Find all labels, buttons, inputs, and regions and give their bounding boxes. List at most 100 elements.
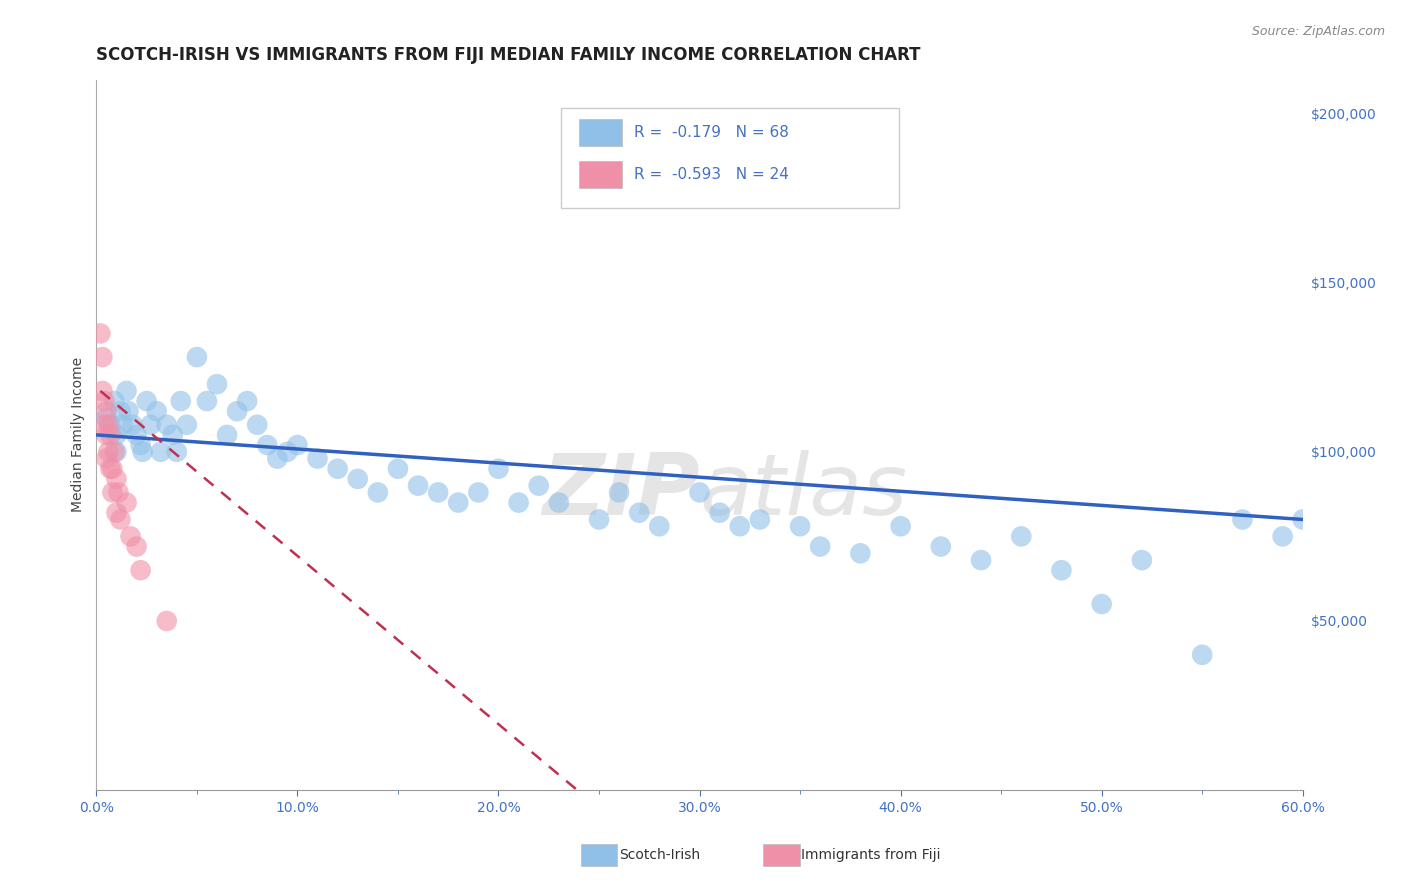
- FancyBboxPatch shape: [579, 119, 623, 146]
- Y-axis label: Median Family Income: Median Family Income: [72, 358, 86, 513]
- Point: [186, 350, 208, 364]
- Point: [105, 445, 128, 459]
- Point: [125, 540, 148, 554]
- Point: [139, 417, 162, 432]
- Point: [97, 417, 120, 432]
- Point: [547, 495, 569, 509]
- Point: [100, 428, 122, 442]
- Point: [105, 506, 128, 520]
- Point: [1191, 648, 1213, 662]
- Point: [266, 451, 288, 466]
- Point: [276, 445, 298, 459]
- Point: [93, 394, 115, 409]
- Point: [110, 404, 132, 418]
- Point: [1050, 563, 1073, 577]
- Point: [135, 394, 157, 409]
- Point: [447, 495, 470, 509]
- Point: [131, 445, 153, 459]
- Text: R =  -0.179   N = 68: R = -0.179 N = 68: [634, 125, 789, 140]
- Point: [170, 394, 193, 409]
- Point: [100, 417, 122, 432]
- Point: [176, 417, 198, 432]
- Point: [107, 485, 129, 500]
- Point: [326, 461, 349, 475]
- Point: [236, 394, 259, 409]
- Text: Source: ZipAtlas.com: Source: ZipAtlas.com: [1251, 25, 1385, 38]
- Point: [226, 404, 249, 418]
- Point: [689, 485, 711, 500]
- Point: [1130, 553, 1153, 567]
- Point: [101, 461, 124, 475]
- Point: [648, 519, 671, 533]
- Point: [91, 350, 114, 364]
- Point: [628, 506, 651, 520]
- Point: [588, 512, 610, 526]
- Point: [96, 404, 118, 418]
- Point: [162, 428, 184, 442]
- Point: [149, 445, 172, 459]
- Point: [96, 411, 118, 425]
- Point: [105, 472, 128, 486]
- Point: [527, 478, 550, 492]
- Point: [103, 394, 125, 409]
- Point: [125, 428, 148, 442]
- Point: [129, 563, 152, 577]
- Point: [808, 540, 831, 554]
- Point: [346, 472, 368, 486]
- Point: [1091, 597, 1114, 611]
- Point: [110, 512, 132, 526]
- Text: R =  -0.593   N = 24: R = -0.593 N = 24: [634, 167, 789, 182]
- Point: [748, 512, 770, 526]
- Point: [367, 485, 389, 500]
- Point: [890, 519, 912, 533]
- Point: [728, 519, 751, 533]
- Point: [156, 614, 179, 628]
- Point: [156, 417, 179, 432]
- Point: [929, 540, 952, 554]
- Point: [91, 384, 114, 398]
- Point: [96, 428, 118, 442]
- FancyBboxPatch shape: [561, 108, 898, 208]
- Point: [508, 495, 530, 509]
- Point: [120, 529, 142, 543]
- Point: [467, 485, 489, 500]
- Point: [105, 428, 128, 442]
- Point: [195, 394, 218, 409]
- Point: [96, 451, 118, 466]
- Point: [1292, 512, 1315, 526]
- Point: [387, 461, 409, 475]
- Text: ZIP: ZIP: [541, 450, 700, 533]
- Point: [101, 485, 124, 500]
- Point: [129, 438, 152, 452]
- Point: [970, 553, 993, 567]
- Point: [215, 428, 238, 442]
- Text: atlas: atlas: [700, 450, 907, 533]
- Point: [97, 445, 120, 459]
- Point: [246, 417, 269, 432]
- Point: [1232, 512, 1254, 526]
- Point: [709, 506, 731, 520]
- Point: [89, 326, 111, 341]
- Point: [1010, 529, 1032, 543]
- Point: [287, 438, 309, 452]
- Point: [100, 461, 122, 475]
- Point: [488, 461, 510, 475]
- Point: [427, 485, 450, 500]
- Point: [205, 377, 228, 392]
- Point: [789, 519, 811, 533]
- Text: Scotch-Irish: Scotch-Irish: [619, 847, 700, 862]
- Point: [121, 417, 143, 432]
- Point: [145, 404, 167, 418]
- Point: [115, 495, 138, 509]
- Point: [256, 438, 278, 452]
- Point: [93, 417, 115, 432]
- Point: [111, 417, 134, 432]
- Point: [1271, 529, 1294, 543]
- Point: [166, 445, 188, 459]
- Point: [115, 384, 138, 398]
- Point: [307, 451, 329, 466]
- Point: [406, 478, 429, 492]
- Point: [103, 445, 125, 459]
- Point: [607, 485, 630, 500]
- FancyBboxPatch shape: [579, 161, 623, 188]
